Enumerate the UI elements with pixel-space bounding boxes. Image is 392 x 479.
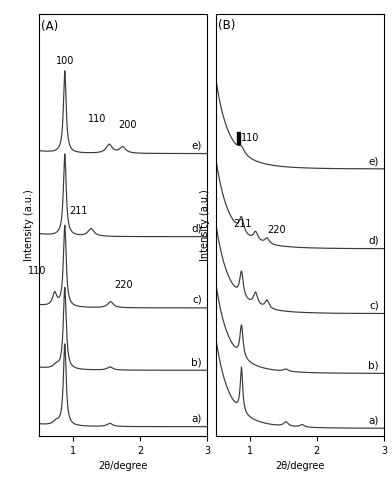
Text: e): e) <box>192 140 202 150</box>
Text: 110: 110 <box>241 133 259 143</box>
Y-axis label: Intensity (a.u.): Intensity (a.u.) <box>200 189 211 261</box>
Polygon shape <box>237 132 240 144</box>
Text: a): a) <box>368 415 379 425</box>
Text: 211: 211 <box>234 219 252 229</box>
Text: 211: 211 <box>69 206 88 216</box>
Text: 110: 110 <box>27 265 46 275</box>
Text: d): d) <box>191 223 202 233</box>
Text: d): d) <box>368 236 379 246</box>
Y-axis label: Intensity (a.u.): Intensity (a.u.) <box>24 189 34 261</box>
Text: 110: 110 <box>88 114 107 124</box>
X-axis label: 2θ/degree: 2θ/degree <box>99 461 148 471</box>
Text: b): b) <box>368 361 379 371</box>
Text: e): e) <box>368 156 379 166</box>
X-axis label: 2θ/degree: 2θ/degree <box>275 461 325 471</box>
Text: (A): (A) <box>41 20 58 34</box>
Text: (B): (B) <box>218 19 235 33</box>
Text: 100: 100 <box>56 56 74 66</box>
Text: c): c) <box>192 295 202 305</box>
Text: b): b) <box>191 357 202 367</box>
Text: c): c) <box>369 301 379 311</box>
Text: 200: 200 <box>118 120 136 130</box>
Text: 220: 220 <box>114 280 132 290</box>
Text: a): a) <box>192 413 202 423</box>
Text: 220: 220 <box>268 225 286 235</box>
